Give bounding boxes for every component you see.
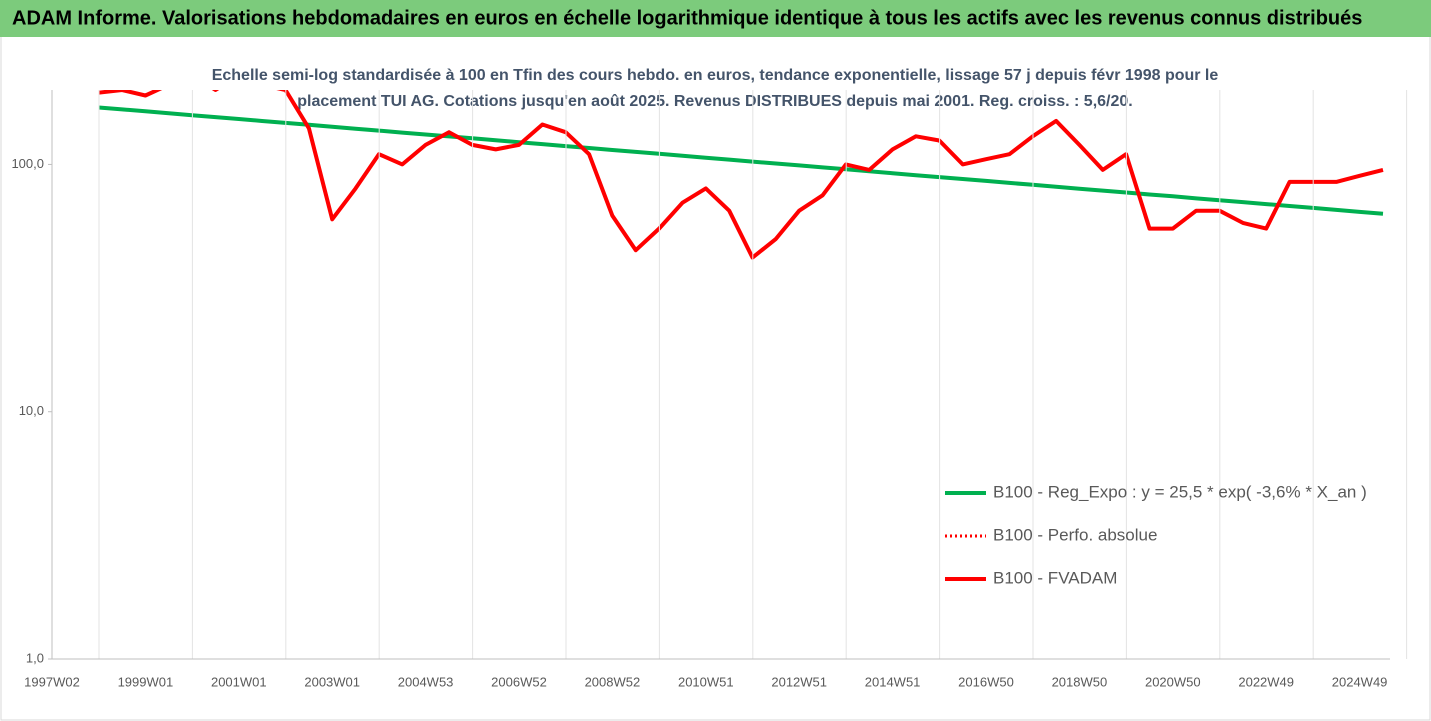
chart-title: ADAM Informe. Valorisations hebdomadaire…	[12, 7, 1362, 29]
x-tick-label: 1999W01	[118, 674, 174, 689]
plot-area	[98, 90, 1384, 260]
series-line	[98, 90, 1384, 260]
x-tick-label: 2001W01	[211, 674, 267, 689]
chart-subtitle: Echelle semi-log standardisée à 100 en T…	[212, 67, 1219, 84]
x-tick-label: 2016W50	[958, 674, 1014, 689]
x-tick-label: 2018W50	[1052, 674, 1108, 689]
x-tick-label: 2024W49	[1332, 674, 1388, 689]
legend-label: B100 - Perfo. absolue	[993, 525, 1157, 544]
x-tick-label: 1997W02	[24, 674, 80, 689]
x-tick-label: 2022W49	[1238, 674, 1294, 689]
x-tick-label: 2014W51	[865, 674, 921, 689]
y-tick-label: 100,0	[11, 156, 44, 171]
y-tick-label: 1,0	[26, 650, 44, 665]
title-band	[0, 0, 1431, 37]
legend-label: B100 - Reg_Expo : y = 25,5 * exp( -3,6% …	[993, 482, 1367, 501]
x-tick-label: 2003W01	[304, 674, 360, 689]
x-tick-label: 2012W51	[771, 674, 827, 689]
chart-subtitle: placement TUI AG. Cotations jusqu'en aoû…	[297, 93, 1132, 110]
y-tick-label: 10,0	[19, 403, 44, 418]
series-line	[98, 105, 1384, 216]
legend-label: B100 - FVADAM	[993, 568, 1117, 587]
x-tick-label: 2006W52	[491, 674, 547, 689]
x-tick-label: 2010W51	[678, 674, 734, 689]
x-tick-label: 2020W50	[1145, 674, 1201, 689]
x-tick-label: 2004W53	[398, 674, 454, 689]
x-tick-label: 2008W52	[585, 674, 641, 689]
